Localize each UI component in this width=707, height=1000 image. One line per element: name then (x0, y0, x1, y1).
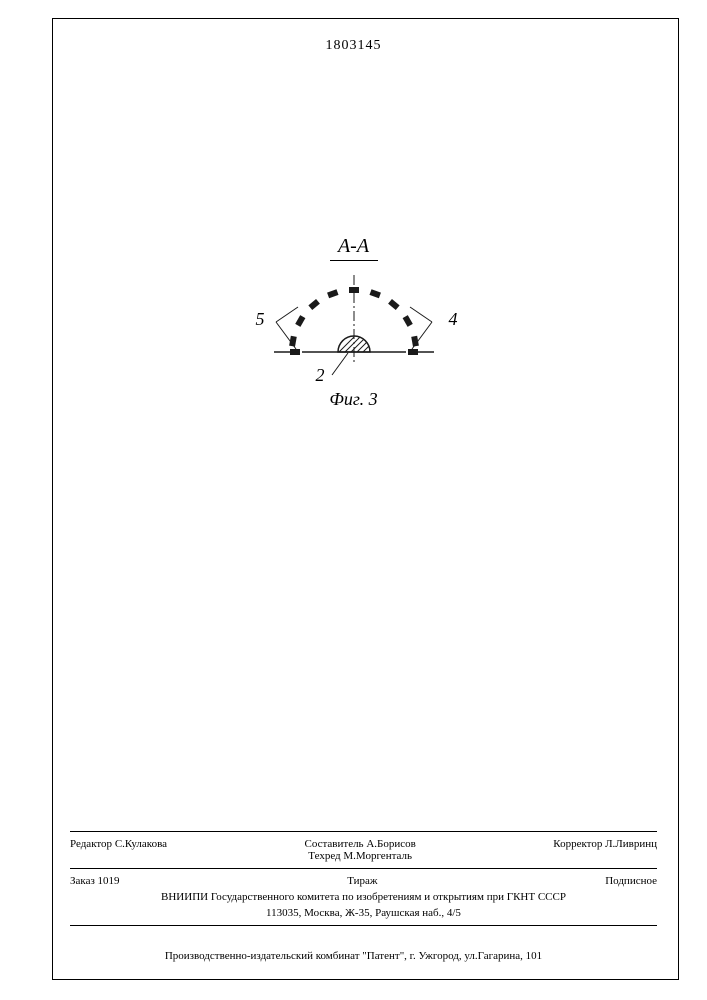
document-number: 1803145 (0, 38, 707, 54)
figure-block: А-А (0, 235, 707, 410)
callout-2: 2 (316, 365, 325, 386)
corrector: Корректор Л.Ливринц (553, 838, 657, 862)
figure-svg (254, 267, 454, 387)
figure-caption: Фиг. 3 (329, 389, 377, 409)
callout-5: 5 (256, 309, 265, 330)
org-line-2: 113035, Москва, Ж-35, Раушская наб., 4/5 (70, 905, 657, 921)
print-run: Тираж (347, 875, 377, 887)
callout-4: 4 (449, 309, 458, 330)
editor: Редактор С.Кулакова (70, 838, 167, 862)
section-label: А-А (338, 235, 369, 257)
printer-line: Производственно-издательский комбинат "П… (0, 950, 707, 962)
colophon: Редактор С.Кулакова Составитель А.Борисо… (70, 827, 657, 930)
compiler-techred: Составитель А.Борисов Техред М.Моргентал… (304, 838, 415, 862)
order-number: Заказ 1019 (70, 875, 120, 887)
subscription: Подписное (605, 875, 657, 887)
org-line-1: ВНИИПИ Государственного комитета по изоб… (70, 889, 657, 905)
